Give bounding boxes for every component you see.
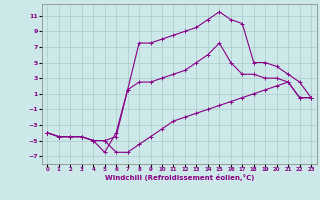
X-axis label: Windchill (Refroidissement éolien,°C): Windchill (Refroidissement éolien,°C) <box>105 174 254 181</box>
